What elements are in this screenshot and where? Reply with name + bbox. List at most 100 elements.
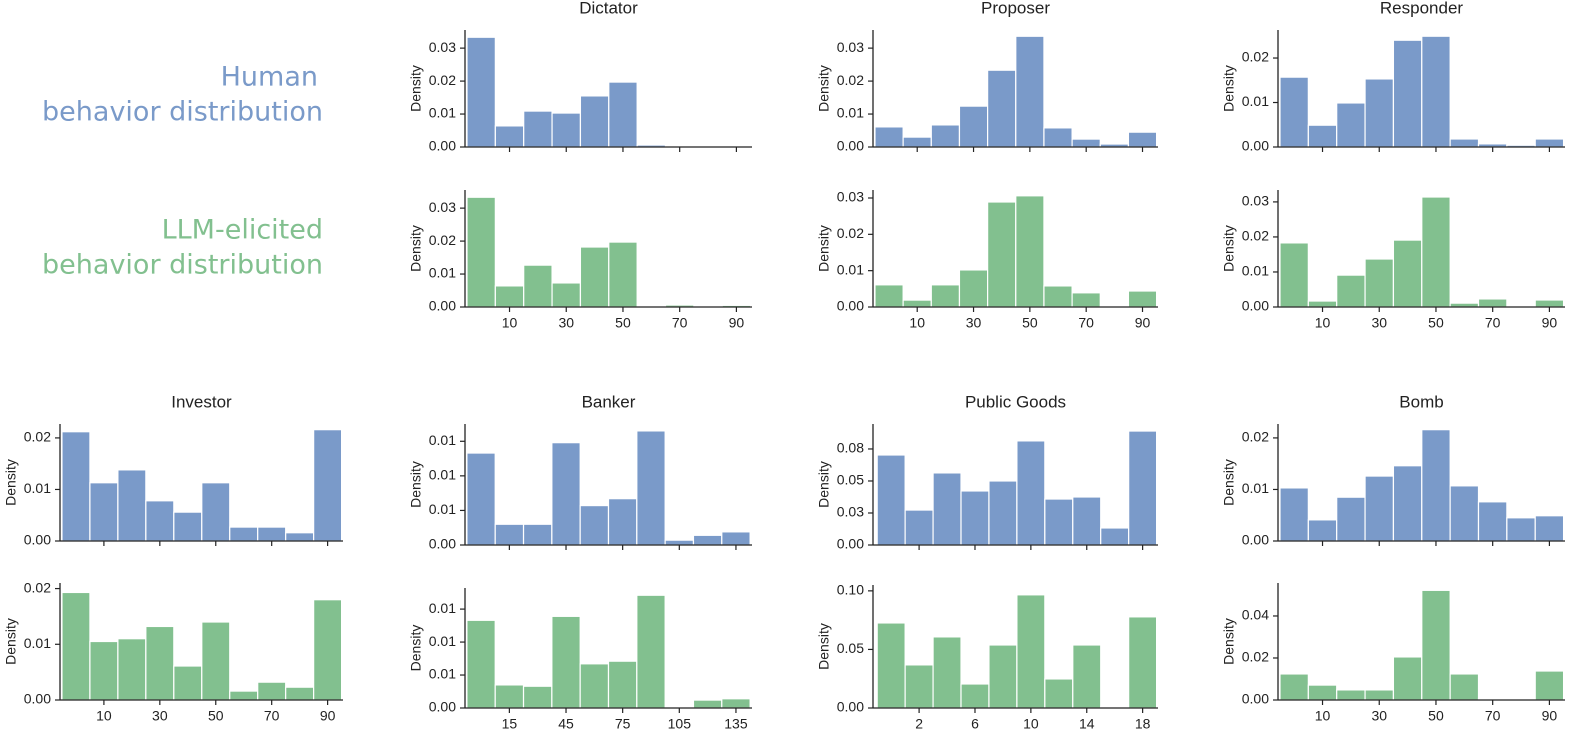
bar [494,523,525,546]
chart-title: Proposer [981,0,1050,17]
bar [89,482,119,542]
y-tick-label: 0.00 [429,699,456,715]
bar [1128,430,1158,546]
y-tick-label: 0.00 [1242,298,1269,314]
y-tick-label: 0.03 [1242,193,1269,209]
bar [117,469,147,542]
bar [522,685,553,709]
bar [551,282,582,308]
y-tick-label: 0.01 [429,432,456,448]
x-tick-label: 30 [1371,708,1387,724]
bar [1421,589,1451,701]
bar [494,684,525,709]
bar [466,452,496,546]
histogram: 0.00 0.01 0.02 0.03 Density Proposer [816,0,1158,154]
bar [1534,299,1565,308]
bar [579,95,610,148]
x-tick-label: 90 [1542,315,1558,331]
histogram: 0.00 0.01 0.01 0.01 Density Banker [408,392,752,552]
bar [229,690,259,701]
x-tick-label: 30 [152,708,168,724]
chart-title: Dictator [579,0,638,17]
bar [1421,429,1451,542]
x-tick-label: 30 [966,315,982,331]
y-tick-label: 0.01 [429,105,456,121]
x-tick-label: 90 [729,315,745,331]
bar [1307,300,1338,308]
x-tick-label: 70 [1485,315,1501,331]
y-tick-label: 0.00 [1242,532,1269,548]
y-axis-label: Density [816,461,832,508]
x-tick-label: 2 [915,716,923,732]
bar [1043,127,1073,148]
x-tick-label: 50 [615,315,631,331]
y-tick-label: 0.01 [24,635,51,651]
y-tick-label: 0.01 [429,501,456,517]
y-tick-label: 0.00 [837,298,864,314]
x-tick-label: 10 [502,315,518,331]
bar [1072,644,1102,709]
x-tick-label: 10 [909,315,925,331]
bar [145,625,175,701]
y-tick-label: 0.03 [837,189,864,205]
bar [1043,285,1073,308]
bar [1127,131,1158,148]
bar [494,285,525,308]
y-tick-label: 0.03 [429,199,456,215]
bar [201,621,231,701]
bar [1392,39,1423,148]
bar [523,264,553,308]
bar [1534,515,1565,542]
bar [1279,673,1309,701]
y-tick-label: 0.02 [1242,429,1269,445]
y-tick-label: 0.00 [837,536,864,552]
chart-title: Banker [582,392,636,411]
x-tick-label: 6 [971,716,979,732]
bar [987,201,1017,308]
bar [1127,290,1158,308]
x-tick-label: 10 [1315,315,1331,331]
bar [313,429,343,542]
bar [987,69,1017,148]
y-axis-label: Density [816,65,832,112]
chart-title: Bomb [1399,392,1443,411]
legend-human: behavior distribution [42,97,323,128]
bar [988,644,1018,709]
histogram: 0.00 0.01 0.02 Density Bomb [1221,392,1565,548]
bar [257,526,287,542]
bar [466,619,496,709]
bar [1392,656,1423,701]
bar [522,523,553,546]
y-tick-label: 0.02 [429,72,456,88]
bar [1364,475,1395,542]
y-tick-label: 0.01 [429,633,456,649]
y-axis-label: Density [816,623,832,670]
legend-human: Human [221,62,318,93]
bar [1336,274,1366,308]
bar [1336,689,1366,701]
bar [930,284,961,308]
y-tick-label: 0.02 [1242,228,1269,244]
bar [313,599,343,701]
bar [285,532,315,542]
x-tick-label: 70 [672,315,688,331]
y-tick-label: 0.01 [837,105,864,121]
bar [173,665,203,701]
bar [494,125,525,148]
bar [1421,35,1451,148]
histogram: 0.00 0.01 0.02 Density Responder [1221,0,1565,154]
bar [61,431,91,542]
bar [89,640,119,701]
chart-title: Investor [171,392,232,411]
bar [1392,239,1423,308]
x-tick-label: 50 [1428,315,1444,331]
bar [1336,496,1366,542]
x-tick-label: 50 [1428,708,1444,724]
y-tick-label: 0.01 [429,467,456,483]
bar [876,622,906,709]
bar [201,482,231,542]
y-tick-label: 0.08 [837,440,864,456]
bar [958,105,989,148]
chart-title: Public Goods [965,392,1066,411]
